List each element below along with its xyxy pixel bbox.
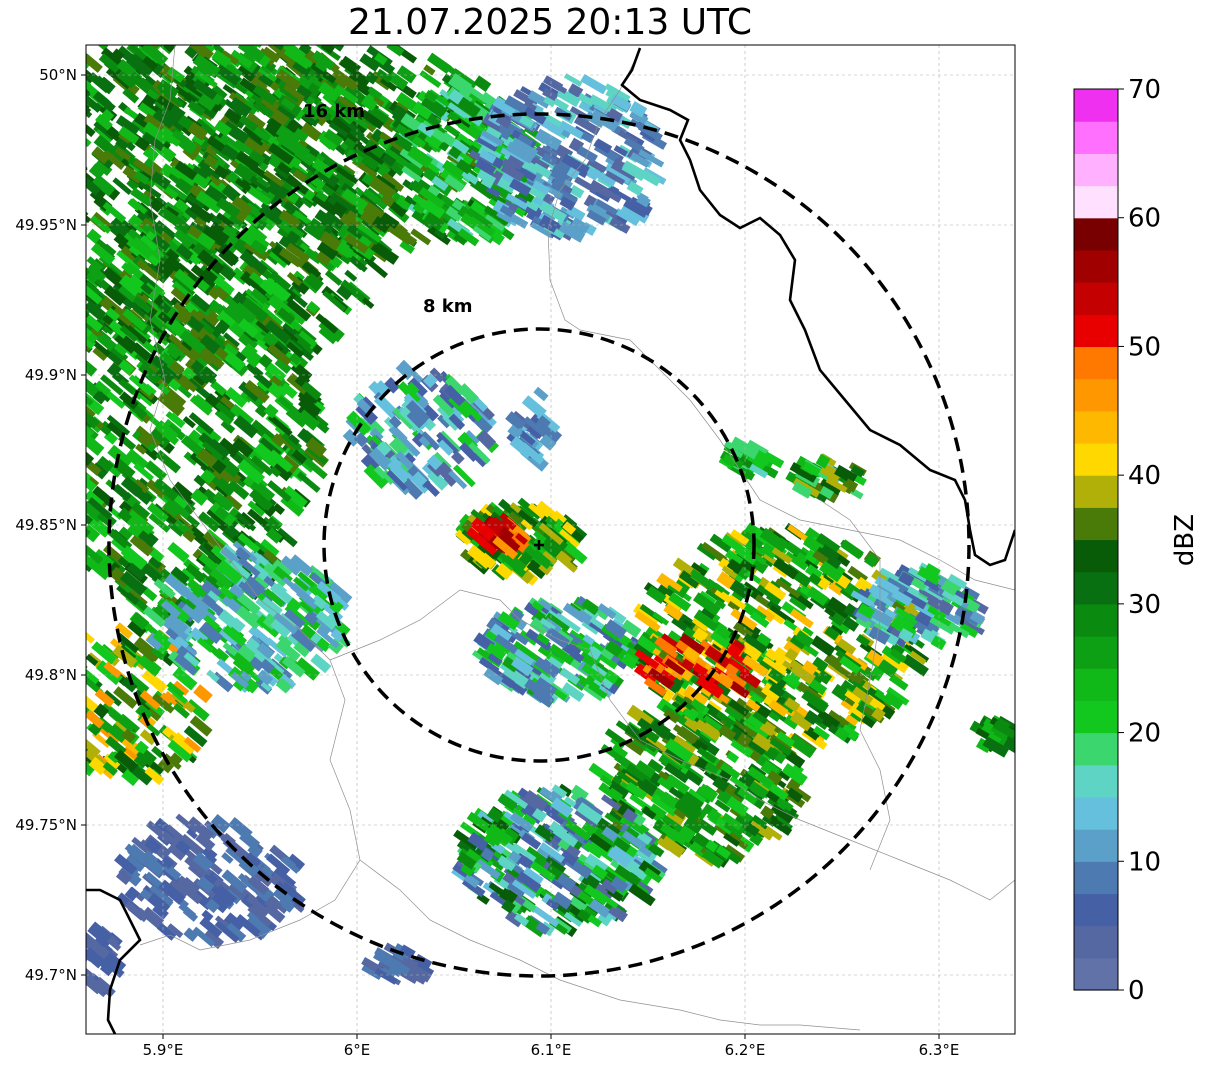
x-tick-label: 6.3°E [919,1041,960,1059]
y-tick-label: 49.8°N [25,666,77,684]
reflectivity-echoes [86,45,1015,998]
y-tick-label: 49.7°N [25,966,77,984]
ring-label-8km: 8 km [423,296,473,317]
y-tick-label: 49.95°N [15,216,77,234]
y-tick-label: 49.75°N [15,816,77,834]
radar-site-marker [534,540,544,550]
gridlines [86,45,1015,1034]
y-tick-label: 49.9°N [25,366,77,384]
y-tick-label: 50°N [39,66,77,84]
admin-boundaries [139,45,1015,1031]
x-tick-label: 6.2°E [725,1041,766,1059]
x-tick-label: 5.9°E [143,1041,184,1059]
ring-label-16km: 16 km [303,101,365,122]
ring-8km [322,327,756,763]
ring-16km [107,112,971,978]
x-tick-label: 6.1°E [531,1041,572,1059]
map-title: 21.07.2025 20:13 UTC [347,2,753,43]
x-tick-label: 6°E [344,1041,371,1059]
y-tick-label: 49.85°N [15,516,77,534]
range-rings [107,112,971,978]
